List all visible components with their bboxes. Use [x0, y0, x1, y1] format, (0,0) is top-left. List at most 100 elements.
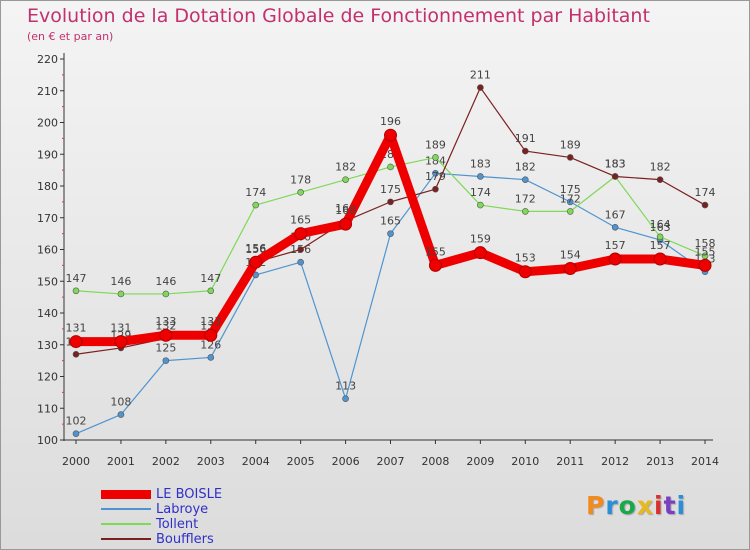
- data-point-tollent: [342, 176, 349, 183]
- x-tick-label: 2000: [62, 455, 90, 468]
- y-tick-label: 170: [37, 212, 58, 225]
- data-point-labroye: [477, 173, 484, 180]
- data-point-tollent: [252, 201, 260, 209]
- x-tick-label: 2007: [377, 455, 405, 468]
- data-point-boufflers: [566, 154, 574, 161]
- data-label-labroye: 126: [200, 338, 221, 351]
- data-label-tollent: 172: [515, 192, 536, 205]
- data-point-le-boisle: [339, 217, 353, 231]
- y-tick-label: 220: [37, 53, 58, 66]
- data-point-le-boisle: [428, 258, 442, 272]
- data-label-labroye: 108: [110, 396, 131, 409]
- data-point-labroye: [162, 357, 170, 364]
- legend-swatch: [101, 508, 151, 510]
- x-tick-label: 2001: [107, 455, 135, 468]
- data-label-tollent: 147: [200, 272, 221, 285]
- data-label-labroye: 102: [66, 415, 87, 428]
- data-point-boufflers: [477, 84, 484, 91]
- data-label-le-boisle: 165: [290, 214, 311, 227]
- data-label-le-boisle: 157: [650, 239, 671, 252]
- legend-swatch: [101, 489, 151, 499]
- data-point-boufflers: [72, 350, 80, 358]
- data-point-tollent: [432, 154, 439, 161]
- data-point-boufflers: [521, 147, 529, 155]
- y-tick-label: 190: [37, 148, 58, 161]
- data-label-le-boisle: 157: [605, 239, 626, 252]
- data-label-boufflers: 175: [380, 183, 401, 196]
- data-label-le-boisle: 155: [425, 245, 446, 258]
- data-point-tollent: [701, 252, 709, 260]
- data-point-le-boisle: [473, 246, 487, 260]
- x-tick-label: 2005: [287, 455, 315, 468]
- y-tick-label: 160: [37, 244, 58, 257]
- data-label-labroye: 184: [425, 154, 446, 167]
- chart-subtitle: (en € et par an): [27, 30, 114, 43]
- data-point-labroye: [117, 411, 125, 418]
- data-point-tollent: [521, 208, 529, 215]
- data-label-tollent: 158: [695, 237, 716, 250]
- data-point-labroye: [72, 430, 80, 437]
- data-label-tollent: 183: [605, 157, 626, 170]
- data-point-le-boisle: [518, 265, 532, 279]
- legend-label: Tollent: [156, 517, 199, 532]
- proxiti-logo: Proxiti: [586, 491, 687, 520]
- data-point-labroye: [387, 230, 394, 237]
- y-tick-label: 110: [37, 402, 58, 415]
- data-label-labroye: 183: [470, 157, 491, 170]
- data-label-tollent: 146: [110, 275, 131, 288]
- data-label-tollent: 172: [560, 192, 581, 205]
- data-label-le-boisle: 153: [515, 252, 536, 265]
- data-label-le-boisle: 156: [245, 242, 266, 255]
- data-point-tollent: [656, 233, 664, 241]
- data-point-le-boisle: [698, 258, 712, 272]
- data-point-le-boisle: [204, 328, 218, 342]
- data-point-boufflers: [297, 246, 304, 253]
- data-label-tollent: 147: [66, 272, 87, 285]
- data-point-le-boisle: [563, 262, 577, 276]
- y-tick-label: 150: [37, 275, 58, 288]
- y-tick-label: 210: [37, 85, 58, 98]
- y-tick-label: 140: [37, 307, 58, 320]
- data-label-boufflers: 156: [245, 243, 266, 256]
- x-tick-label: 2013: [646, 455, 674, 468]
- legend-label: LE BOISLE: [156, 487, 223, 502]
- data-point-tollent: [162, 290, 170, 298]
- data-label-labroye: 167: [605, 208, 626, 221]
- data-label-tollent: 164: [650, 218, 671, 231]
- y-tick-label: 120: [37, 371, 58, 384]
- data-label-tollent: 189: [425, 138, 446, 151]
- x-tick-label: 2003: [197, 455, 225, 468]
- data-point-le-boisle: [249, 255, 263, 269]
- data-label-boufflers: 189: [560, 138, 581, 151]
- data-label-labroye: 165: [380, 215, 401, 228]
- data-label-boufflers: 211: [470, 69, 491, 82]
- x-tick-label: 2008: [421, 455, 449, 468]
- data-label-le-boisle: 131: [110, 322, 131, 335]
- data-label-tollent: 146: [155, 275, 176, 288]
- data-label-tollent: 182: [335, 161, 356, 174]
- data-point-tollent: [566, 208, 574, 215]
- data-label-boufflers: 183: [605, 157, 626, 170]
- legend-swatch: [101, 538, 151, 540]
- data-point-le-boisle: [114, 335, 128, 349]
- data-point-boufflers: [701, 201, 709, 209]
- data-point-tollent: [117, 290, 125, 298]
- data-label-boufflers: 174: [695, 186, 716, 199]
- data-label-boufflers: 179: [425, 170, 446, 183]
- data-label-le-boisle: 133: [200, 315, 221, 328]
- data-point-le-boisle: [608, 252, 622, 266]
- y-tick-label: 100: [37, 434, 58, 447]
- data-label-labroye: 182: [515, 161, 536, 174]
- x-tick-label: 2014: [691, 455, 719, 468]
- data-point-tollent: [72, 287, 80, 295]
- x-tick-label: 2009: [466, 455, 494, 468]
- x-tick-label: 2012: [601, 455, 629, 468]
- y-tick-label: 130: [37, 339, 58, 352]
- data-point-tollent: [297, 189, 304, 196]
- data-point-labroye: [342, 395, 349, 403]
- data-point-tollent: [387, 163, 394, 171]
- data-point-boufflers: [432, 185, 439, 193]
- data-label-tollent: 174: [470, 186, 491, 199]
- data-point-boufflers: [387, 198, 394, 206]
